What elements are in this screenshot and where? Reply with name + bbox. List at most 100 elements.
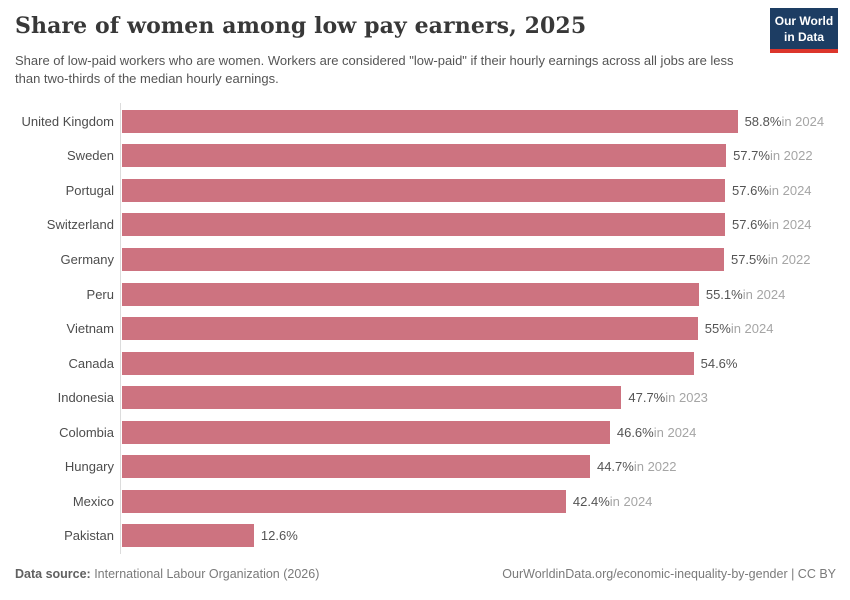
value-label: 47.7% [628, 390, 666, 406]
bar[interactable] [122, 109, 738, 133]
footer-link[interactable]: OurWorldinData.org/economic-inequality-b… [502, 567, 836, 581]
chart-row: Mexico 42.4%in 2024 [0, 484, 836, 519]
chart-row: Germany 57.5%in 2022 [0, 242, 836, 277]
country-label[interactable]: Portugal [65, 182, 114, 198]
bar-area: 55%in 2024 [122, 311, 836, 346]
bar[interactable] [122, 351, 694, 375]
year-label: in 2024 [730, 321, 774, 337]
bar-area: 57.6%in 2024 [122, 173, 836, 208]
owid-logo[interactable]: Our World in Data [770, 8, 838, 54]
chart-row: Vietnam 55%in 2024 [0, 311, 836, 346]
year-label: in 2024 [768, 182, 812, 198]
year-label: in 2024 [609, 493, 653, 509]
value-wrap: 46.6%in 2024 [617, 425, 697, 440]
chart-subtitle: Share of low-paid workers who are women.… [15, 53, 734, 87]
value-label: 57.5% [730, 251, 768, 267]
country-label[interactable]: Hungary [64, 459, 114, 475]
bar-area: 46.6%in 2024 [122, 415, 836, 450]
country-label[interactable]: Switzerland [46, 217, 114, 233]
bar[interactable] [122, 420, 610, 444]
country-label[interactable]: Canada [68, 355, 114, 371]
chart-title: Share of women among low pay earners, 20… [15, 13, 587, 39]
value-wrap: 57.7%in 2022 [733, 148, 813, 163]
bar-area: 57.5%in 2022 [122, 242, 836, 277]
bar-area: 44.7%in 2022 [122, 449, 836, 484]
country-label[interactable]: Colombia [59, 424, 114, 440]
value-label: 57.6% [732, 217, 769, 233]
bar[interactable] [122, 455, 590, 479]
year-label: in 2022 [767, 251, 811, 267]
chart-row: Switzerland 57.6%in 2024 [0, 208, 836, 243]
country-label[interactable]: Sweden [67, 148, 114, 164]
bar[interactable] [122, 144, 727, 168]
value-wrap: 42.4%in 2024 [573, 494, 653, 509]
value-wrap: 55.1%in 2024 [706, 287, 786, 302]
chart-row: Colombia 46.6%in 2024 [0, 415, 836, 450]
chart-row: Pakistan 12.6% [0, 519, 836, 554]
bar[interactable] [122, 317, 698, 341]
bar-area: 57.7%in 2022 [122, 139, 836, 174]
bar[interactable] [122, 386, 622, 410]
value-label: 54.6% [700, 355, 738, 371]
bar-area: 54.6% [122, 346, 836, 381]
value-wrap: 54.6% [701, 356, 738, 371]
value-wrap: 57.6%in 2024 [732, 217, 812, 232]
country-label[interactable]: Germany [60, 251, 114, 267]
country-label[interactable]: Peru [86, 286, 114, 302]
year-label: in 2024 [781, 113, 825, 129]
chart-row: Sweden 57.7%in 2022 [0, 139, 836, 174]
owid-logo-line2: in Data [783, 29, 824, 44]
bar-area: 47.7%in 2023 [122, 380, 836, 415]
value-wrap: 57.5%in 2022 [731, 252, 811, 267]
value-label: 46.6% [616, 424, 654, 440]
bar-area: 58.8%in 2024 [122, 104, 836, 139]
year-label: in 2024 [768, 217, 812, 233]
chart-footer: Data source: International Labour Organi… [15, 567, 836, 581]
value-wrap: 55%in 2024 [705, 321, 774, 336]
country-label[interactable]: Pakistan [64, 528, 114, 544]
bar[interactable] [122, 489, 566, 513]
bar-chart: United Kingdom 58.8%in 2024 Sweden 57.7%in … [0, 104, 836, 553]
value-label: 55.1% [705, 286, 743, 302]
country-label[interactable]: Indonesia [57, 390, 114, 406]
value-wrap: 47.7%in 2023 [628, 390, 708, 405]
year-label: in 2022 [633, 459, 677, 475]
y-axis-line [120, 103, 121, 554]
value-label: 55% [704, 321, 731, 337]
chart-row: Hungary 44.7%in 2022 [0, 449, 836, 484]
chart-row: Canada 54.6% [0, 346, 836, 381]
country-label[interactable]: Vietnam [66, 321, 114, 337]
value-label: 12.6% [260, 528, 298, 544]
year-label: in 2024 [742, 286, 786, 302]
value-label: 57.7% [733, 148, 770, 164]
chart-row: Indonesia 47.7%in 2023 [0, 380, 836, 415]
data-source-value: International Labour Organization (2026) [90, 567, 320, 581]
value-wrap: 12.6% [261, 528, 298, 543]
chart-row: Peru 55.1%in 2024 [0, 277, 836, 312]
bar-area: 55.1%in 2024 [122, 277, 836, 312]
year-label: in 2024 [653, 424, 697, 440]
value-label: 58.8% [744, 113, 782, 129]
owid-logo-line1: Our World [774, 14, 834, 28]
bar[interactable] [122, 213, 726, 237]
bar-area: 57.6%in 2024 [122, 208, 836, 243]
value-label: 42.4% [572, 493, 610, 509]
value-wrap: 57.6%in 2024 [732, 183, 812, 198]
chart-row: United Kingdom 58.8%in 2024 [0, 104, 836, 139]
bar-area: 12.6% [122, 519, 836, 554]
country-label[interactable]: United Kingdom [21, 113, 115, 129]
value-label: 44.7% [596, 459, 634, 475]
country-label[interactable]: Mexico [72, 493, 114, 509]
value-wrap: 44.7%in 2022 [597, 459, 677, 474]
chart-row: Portugal 57.6%in 2024 [0, 173, 836, 208]
year-label: in 2022 [769, 148, 813, 164]
bar[interactable] [122, 282, 699, 306]
bar[interactable] [122, 247, 724, 271]
value-wrap: 58.8%in 2024 [745, 114, 825, 129]
bar[interactable] [122, 524, 254, 548]
year-label: in 2023 [665, 390, 708, 406]
bar[interactable] [122, 178, 726, 202]
data-source: Data source: International Labour Organi… [15, 567, 319, 581]
value-label: 57.6% [732, 182, 769, 198]
